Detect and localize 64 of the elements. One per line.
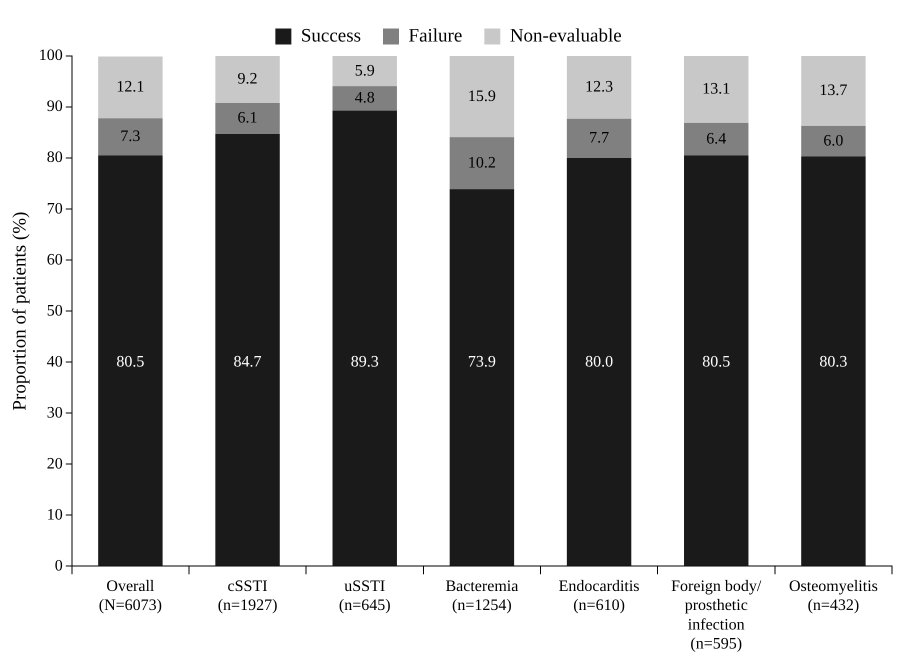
- data-label: 7.3: [120, 128, 140, 146]
- x-tick-label: Endocarditis (n=610): [558, 578, 640, 614]
- bar: [450, 56, 514, 138]
- data-label: 84.7: [234, 353, 262, 370]
- data-label: 80.3: [819, 353, 848, 370]
- x-tick-label: Foreign body/ prosthetic infection (n=595): [671, 578, 762, 653]
- y-tick-label: 30: [46, 404, 63, 422]
- bar: [215, 102, 280, 134]
- bar: [98, 56, 163, 118]
- data-label: 5.9: [354, 62, 375, 80]
- y-tick-label: 80: [46, 149, 63, 166]
- bar: [801, 56, 866, 126]
- data-label: 80.5: [702, 353, 730, 370]
- data-label: 6.4: [706, 130, 726, 148]
- bar: [566, 158, 632, 566]
- bar: [332, 56, 397, 86]
- data-label: 89.3: [350, 353, 379, 370]
- data-label: 7.7: [589, 130, 610, 147]
- data-label: 80.5: [116, 353, 144, 370]
- y-tick-label: 50: [46, 302, 63, 320]
- bar: [450, 189, 514, 566]
- x-tick-label: cSSTI (n=1927): [218, 578, 278, 614]
- y-tick-label: 10: [46, 506, 63, 524]
- data-label: 12.1: [116, 78, 144, 96]
- bar: [684, 155, 748, 566]
- data-label: 73.9: [468, 353, 496, 370]
- bar: [98, 118, 163, 156]
- bar: [332, 110, 397, 566]
- bar: [566, 56, 632, 119]
- y-tick-label: 60: [46, 251, 63, 268]
- bar: [98, 155, 163, 566]
- x-tick-label: Bacteremia (n=1254): [445, 578, 518, 614]
- bar: [215, 56, 280, 103]
- data-label: 13.1: [702, 80, 730, 98]
- data-label: 10.2: [468, 154, 496, 172]
- x-tick-label: Overall (N=6073): [98, 578, 162, 614]
- y-axis-title: Proportion of patients (%): [9, 212, 30, 411]
- data-label: 6.0: [823, 132, 844, 150]
- legend-label: Non-evaluable: [510, 25, 622, 46]
- data-label: 80.0: [585, 353, 614, 370]
- y-tick-label: 100: [38, 47, 63, 64]
- data-label: 13.7: [819, 82, 848, 100]
- y-tick-label: 20: [46, 455, 63, 472]
- bar: [450, 137, 514, 190]
- data-label: 9.2: [238, 70, 258, 88]
- data-label: 6.1: [238, 110, 258, 127]
- bar: [684, 122, 748, 156]
- bar: [215, 134, 280, 566]
- bar: [801, 156, 866, 566]
- legend-label: Failure: [408, 25, 462, 46]
- bar: [801, 126, 866, 157]
- x-tick-label: Osteomyelitis (n=432): [788, 578, 878, 614]
- y-tick-label: 0: [54, 557, 63, 574]
- bar: [332, 86, 397, 111]
- bar: [566, 118, 632, 158]
- legend-label: Success: [300, 25, 361, 46]
- bar: [684, 56, 748, 123]
- data-label: 15.9: [468, 88, 496, 105]
- data-label: 12.3: [585, 78, 614, 96]
- x-tick-label: uSSTI (n=645): [338, 578, 391, 614]
- data-label: 4.8: [354, 90, 375, 107]
- y-tick-label: 70: [46, 200, 63, 218]
- y-tick-label: 90: [46, 98, 63, 116]
- y-tick-label: 40: [46, 353, 63, 370]
